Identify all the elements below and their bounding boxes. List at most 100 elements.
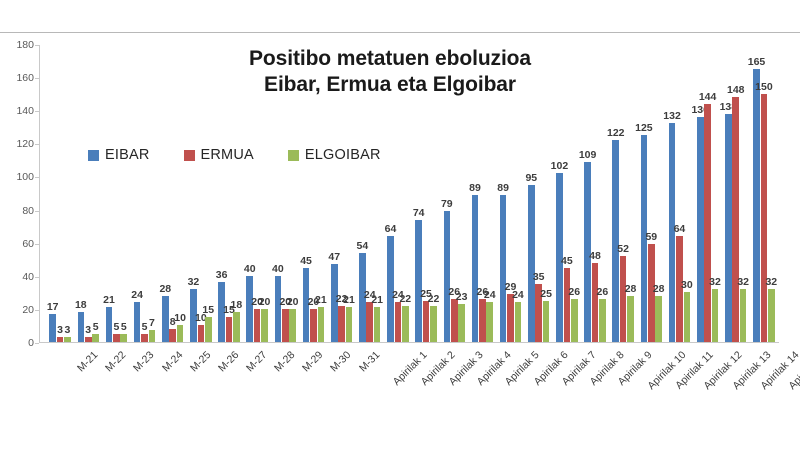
bar-ermua[interactable] bbox=[507, 294, 514, 342]
bar-elgoibar[interactable] bbox=[261, 308, 268, 342]
bar-eibar[interactable] bbox=[387, 236, 394, 342]
bar-eibar[interactable] bbox=[359, 252, 366, 342]
bar-ermua[interactable] bbox=[113, 333, 120, 342]
bar-elgoibar[interactable] bbox=[514, 302, 522, 342]
bar-elgoibar[interactable] bbox=[176, 325, 184, 342]
bar-eibar[interactable] bbox=[274, 275, 282, 342]
bar-ermua[interactable] bbox=[647, 244, 655, 342]
bar-eibar[interactable] bbox=[302, 267, 310, 342]
bar-ermua[interactable] bbox=[197, 325, 205, 342]
bar-ermua[interactable] bbox=[394, 302, 402, 342]
bar-group: 102 45 26 bbox=[551, 44, 580, 342]
bar-eibar[interactable] bbox=[105, 307, 113, 342]
bar-ermua[interactable] bbox=[169, 328, 176, 342]
bar-elgoibar[interactable] bbox=[458, 303, 465, 342]
bar-eibar[interactable] bbox=[696, 116, 704, 342]
bar-ermua[interactable] bbox=[450, 298, 458, 342]
bar-eibar[interactable] bbox=[77, 312, 85, 342]
bar-ermua[interactable] bbox=[535, 284, 542, 342]
bar-ermua[interactable] bbox=[479, 298, 486, 342]
bar-elgoibar[interactable] bbox=[204, 317, 212, 342]
bar-eibar[interactable] bbox=[640, 135, 648, 342]
bar-ermua[interactable] bbox=[563, 267, 571, 342]
bar-elgoibar[interactable] bbox=[570, 298, 578, 342]
bar-eibar[interactable] bbox=[556, 173, 563, 342]
bar-eibar[interactable] bbox=[471, 194, 479, 342]
bar-elgoibar[interactable] bbox=[627, 295, 634, 342]
bar-value-label: 5 bbox=[141, 320, 148, 333]
bar-eibar[interactable] bbox=[725, 113, 732, 342]
bar-elgoibar[interactable] bbox=[289, 308, 296, 342]
bar-ermua[interactable] bbox=[253, 308, 261, 342]
bar-ermua[interactable] bbox=[619, 255, 627, 342]
bar-elgoibar[interactable] bbox=[683, 292, 691, 342]
bar-elgoibar[interactable] bbox=[373, 307, 381, 342]
bar-eibar[interactable] bbox=[415, 219, 422, 342]
bar-elgoibar[interactable] bbox=[599, 298, 606, 342]
legend-label-eibar: EIBAR bbox=[105, 147, 150, 163]
bar-ermua[interactable] bbox=[676, 236, 683, 342]
top-divider-rule bbox=[0, 32, 800, 33]
bar-value-label: 45 bbox=[300, 254, 312, 267]
bar-elgoibar[interactable] bbox=[92, 333, 99, 342]
bar-eibar[interactable] bbox=[584, 161, 591, 342]
bar-ermua[interactable] bbox=[732, 96, 740, 342]
bar-elgoibar[interactable] bbox=[317, 307, 325, 342]
bar-value-label: 5 bbox=[113, 320, 120, 333]
x-tick-label: M-27 bbox=[244, 349, 270, 375]
bar-elgoibar[interactable] bbox=[486, 302, 494, 342]
y-tick-label-160: 160 bbox=[16, 72, 34, 85]
bar-elgoibar[interactable] bbox=[655, 295, 662, 342]
bar-elgoibar[interactable] bbox=[711, 289, 719, 342]
bar-ermua[interactable] bbox=[225, 317, 233, 342]
bar-eibar[interactable] bbox=[443, 211, 451, 342]
bar-eibar[interactable] bbox=[49, 313, 56, 342]
bar-value-label: 20 bbox=[251, 295, 263, 308]
chart-title-line-1: Positibo metatuen eboluzioa bbox=[249, 47, 531, 70]
bar-elgoibar[interactable] bbox=[542, 300, 550, 342]
bar-eibar[interactable] bbox=[161, 295, 169, 342]
bar-ermua[interactable] bbox=[422, 300, 430, 342]
bar-value-label: 24 bbox=[392, 289, 404, 302]
bar-ermua[interactable] bbox=[84, 337, 92, 342]
bar-value-label: 25 bbox=[540, 287, 552, 300]
bar-ermua[interactable] bbox=[591, 262, 599, 342]
bar-eibar[interactable] bbox=[190, 289, 197, 342]
bar-ermua[interactable] bbox=[141, 333, 148, 342]
bar-eibar[interactable] bbox=[753, 68, 760, 342]
bar-elgoibar[interactable] bbox=[345, 307, 353, 342]
bar-ermua[interactable] bbox=[366, 302, 374, 342]
bar-eibar[interactable] bbox=[668, 123, 676, 342]
bar-eibar[interactable] bbox=[612, 140, 620, 342]
bar-eibar[interactable] bbox=[218, 282, 225, 342]
bar-value-label: 23 bbox=[455, 290, 468, 303]
bar-ermua[interactable] bbox=[281, 308, 289, 342]
legend-item-eibar: EIBAR bbox=[88, 147, 150, 163]
bar-ermua[interactable] bbox=[338, 305, 345, 342]
bar-elgoibar[interactable] bbox=[402, 305, 409, 342]
bar-elgoibar[interactable] bbox=[430, 305, 437, 342]
bar-elgoibar[interactable] bbox=[120, 333, 128, 342]
y-tick-mark-180 bbox=[35, 45, 39, 46]
bar-eibar[interactable] bbox=[499, 194, 507, 342]
bar-eibar[interactable] bbox=[527, 184, 535, 342]
bar-eibar[interactable] bbox=[246, 275, 254, 342]
bar-elgoibar[interactable] bbox=[768, 289, 775, 342]
bar-elgoibar[interactable] bbox=[64, 337, 71, 342]
y-tick-mark-140 bbox=[35, 111, 39, 113]
y-tick-label-140: 140 bbox=[16, 105, 34, 118]
bar-group: 79 26 23 bbox=[441, 44, 467, 342]
bar-ermua[interactable] bbox=[310, 308, 317, 342]
bar-elgoibar[interactable] bbox=[739, 289, 747, 342]
bar-elgoibar[interactable] bbox=[233, 312, 240, 342]
bar-ermua[interactable] bbox=[704, 103, 711, 342]
bar-eibar[interactable] bbox=[330, 264, 338, 342]
bar-ermua[interactable] bbox=[760, 93, 768, 342]
bar-value-label: 10 bbox=[174, 312, 186, 325]
y-tick-label-80: 80 bbox=[22, 204, 34, 217]
bar-ermua[interactable] bbox=[56, 337, 64, 342]
legend-item-ermua: ERMUA bbox=[183, 147, 254, 163]
y-tick-mark-120 bbox=[35, 144, 39, 146]
bar-eibar[interactable] bbox=[133, 302, 141, 342]
bar-elgoibar[interactable] bbox=[148, 330, 156, 342]
